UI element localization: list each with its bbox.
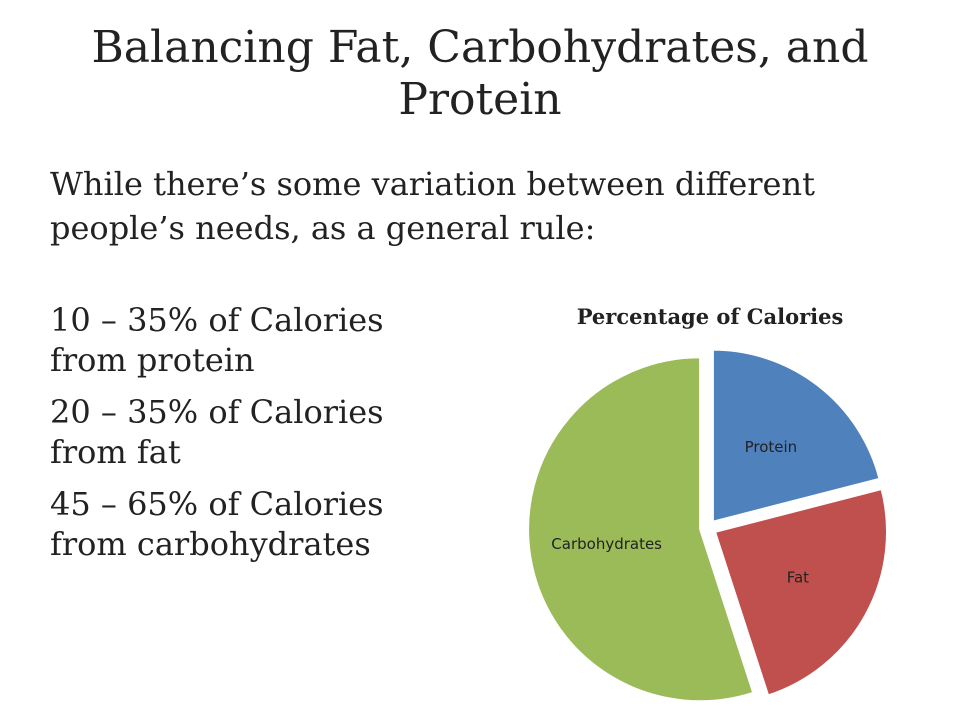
slide-title: Balancing Fat, Carbohydrates, and Protei… bbox=[91, 22, 869, 125]
pie-label-fat: Fat bbox=[787, 568, 809, 586]
pie-slice-protein bbox=[711, 348, 881, 523]
pie-label-carbohydrates: Carbohydrates bbox=[551, 535, 662, 553]
rule-fat: 20 – 35% of Calories from fat bbox=[50, 393, 384, 471]
pie-slice-fat bbox=[713, 487, 889, 697]
rules-list: 10 – 35% of Calories from protein 20 – 3… bbox=[50, 300, 470, 576]
rule-protein: 10 – 35% of Calories from protein bbox=[50, 301, 384, 379]
pie-chart-svg: Protein Fat Carbohydrates bbox=[527, 348, 889, 703]
pie-chart: Percentage of Calories Protein Fat Carbohy… bbox=[500, 290, 920, 720]
intro-text: While there’s some variation between dif… bbox=[50, 165, 815, 247]
pie-label-protein: Protein bbox=[745, 438, 798, 456]
pie-slice-carbohydrates bbox=[527, 356, 755, 703]
chart-title: Percentage of Calories bbox=[576, 304, 844, 329]
rule-carbohydrates: 45 – 65% of Calories from carbohydrates bbox=[50, 485, 384, 563]
